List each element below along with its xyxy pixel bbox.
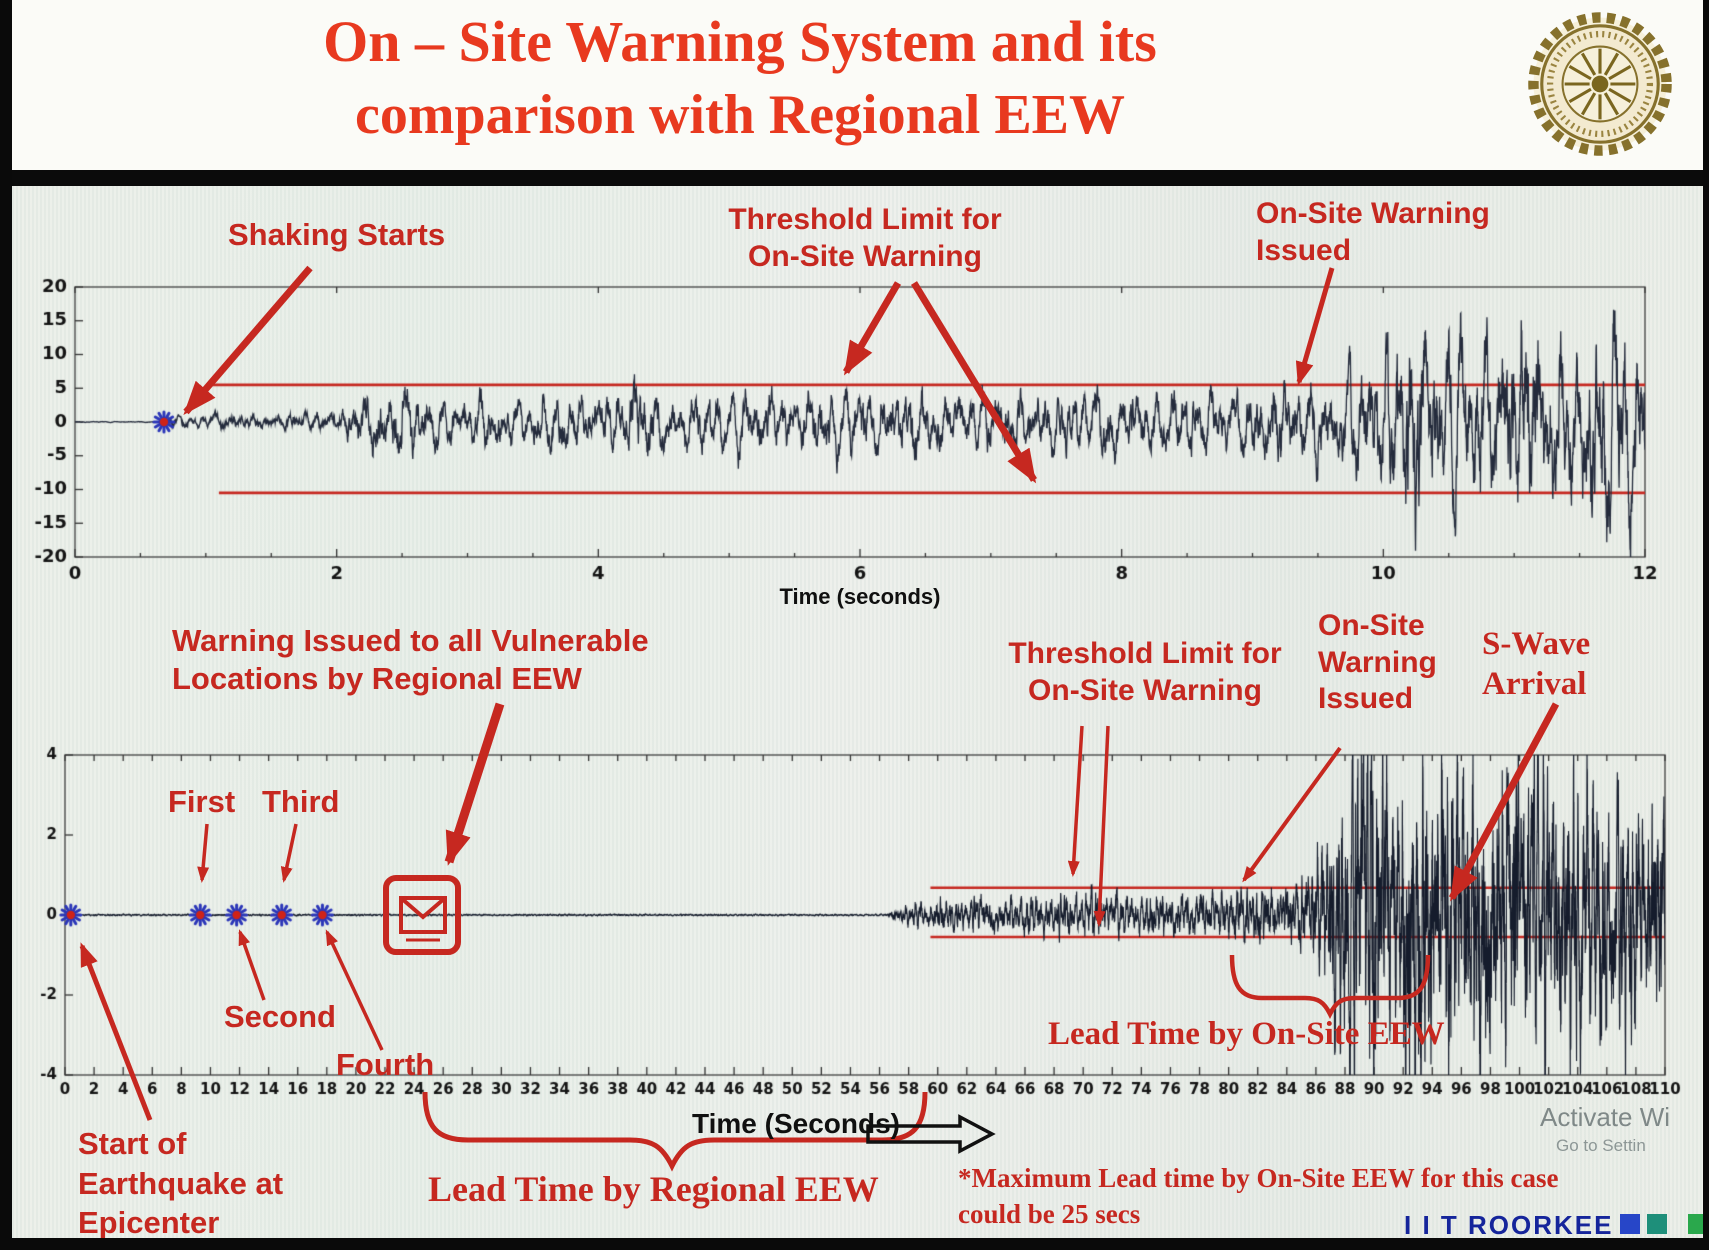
title-band: [0, 0, 1709, 170]
label-shaking-starts: Shaking Starts: [228, 217, 446, 252]
brand-iit-roorkee: I I T ROORKEE: [1404, 1210, 1668, 1241]
label-threshold-bottom: Threshold Limit for On-Site Warning: [1008, 637, 1282, 707]
activation-watermark-line1: Activate Wi: [1540, 1102, 1671, 1132]
label-first: First: [168, 784, 236, 819]
brand-squares: [1613, 1210, 1668, 1241]
label-onsite-warning-bottom: On-Site Warning Issued: [1318, 609, 1437, 716]
right-edge: [1703, 0, 1709, 1250]
label-onsite-warning-top: On-Site Warning Issued: [1256, 197, 1490, 267]
bottom-edge: [0, 1238, 1709, 1250]
logo-wheel-spokes: [1564, 48, 1636, 120]
logo-hub: [1591, 75, 1609, 93]
logo-text-ring: [1546, 30, 1654, 138]
label-max-lead-note: *Maximum Lead time by On-Site EEW for th…: [958, 1163, 1559, 1230]
label-start-epicenter: Start of Earthquake at Epicenter: [78, 1126, 284, 1241]
top-chart-xlabel: Time (seconds): [779, 584, 941, 609]
top-seismogram-canvas: [0, 270, 1709, 600]
left-edge: [0, 0, 12, 1250]
brand-text: I I T ROORKEE: [1404, 1210, 1614, 1240]
label-lead-time-onsite: Lead Time by On-Site EEW: [1048, 1016, 1445, 1052]
iit-roorkee-logo: [1528, 12, 1672, 156]
page-title-line1: On – Site Warning System and its: [323, 9, 1157, 74]
label-fourth: Fourth: [336, 1047, 435, 1082]
page-title: On – Site Warning System and its compari…: [40, 4, 1440, 152]
title-divider: [0, 170, 1709, 186]
brand-square: [1620, 1214, 1641, 1234]
page-title-line2: comparison with Regional EEW: [354, 84, 1126, 147]
label-third: Third: [262, 784, 340, 819]
label-lead-time-regional: Lead Time by Regional EEW: [428, 1169, 879, 1209]
label-regional-warning: Warning Issued to all Vulnerable Locatio…: [172, 623, 649, 696]
activation-watermark-line2: Go to Settin: [1556, 1136, 1646, 1155]
label-swave-arrival: S-Wave Arrival: [1482, 626, 1591, 703]
label-second: Second: [224, 999, 336, 1034]
bottom-chart-xlabel: Time (Seconds): [692, 1108, 900, 1139]
label-threshold-top: Threshold Limit for On-Site Warning: [728, 203, 1002, 273]
bottom-seismogram-canvas: [0, 740, 1709, 1110]
brand-square: [1647, 1214, 1668, 1234]
